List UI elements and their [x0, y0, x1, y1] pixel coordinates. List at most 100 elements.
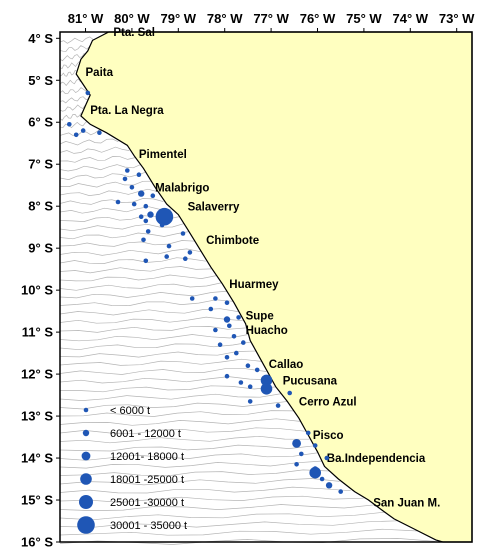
legend-label: 12001- 18000 t: [110, 451, 184, 463]
lat-tick-label: 6° S: [28, 115, 53, 130]
catch-point: [213, 296, 218, 301]
catch-point: [287, 390, 293, 396]
place-label: Ba.Independencia: [327, 453, 426, 465]
catch-point: [143, 258, 149, 264]
lat-tick-label: 14° S: [21, 451, 53, 466]
depth-contour-line: [59, 163, 142, 172]
catch-point: [247, 399, 253, 404]
place-label: Malabrigo: [155, 183, 209, 195]
place-label: Chimbote: [206, 235, 259, 247]
lon-tick-label: 76° W: [300, 11, 336, 26]
catch-point: [122, 176, 128, 182]
catch-point: [292, 439, 301, 448]
legend-label: 25001 -30000 t: [110, 497, 184, 509]
catch-point: [338, 489, 344, 494]
depth-contour-line: [59, 52, 85, 62]
catch-point: [325, 482, 333, 489]
depth-contour-line: [59, 240, 196, 247]
legend-symbol: [80, 473, 92, 485]
lat-tick-label: 12° S: [21, 367, 53, 382]
place-label: Cerro Azul: [299, 397, 357, 409]
catch-point: [143, 203, 149, 209]
catch-point: [131, 201, 137, 207]
lat-tick-label: 9° S: [28, 241, 53, 256]
catch-point: [97, 130, 102, 135]
depth-contour-line: [59, 504, 376, 511]
place-label: Pta. La Negra: [90, 105, 164, 117]
catch-point: [245, 363, 251, 369]
catch-point: [138, 190, 145, 197]
catch-point: [294, 462, 299, 467]
catch-point: [180, 231, 186, 236]
legend-symbol: [77, 516, 95, 534]
catch-point: [141, 237, 146, 243]
depth-contour-line: [59, 180, 153, 188]
depth-contour-line: [59, 418, 301, 426]
place-label: San Juan M.: [373, 497, 440, 509]
depth-contour-line: [59, 146, 130, 154]
legend-symbol: [83, 407, 89, 413]
depth-contour-line: [59, 435, 310, 444]
catch-point: [129, 185, 135, 190]
depth-contour-line: [59, 495, 364, 503]
catch-point: [324, 455, 330, 461]
depth-contour-line: [59, 460, 323, 469]
catch-point: [309, 466, 322, 479]
depth-contour-line: [59, 87, 87, 94]
catch-point: [217, 342, 223, 348]
catch-point: [73, 132, 79, 138]
depth-contour-line: [59, 444, 315, 452]
catch-point: [254, 367, 260, 373]
catch-point: [305, 430, 311, 436]
depth-contour-line: [59, 222, 185, 232]
catch-point: [143, 218, 149, 224]
place-label: Supe: [246, 311, 274, 323]
catch-point: [260, 374, 273, 387]
depth-contour-line: [59, 528, 419, 536]
depth-contour-line: [59, 36, 98, 44]
catch-point: [138, 214, 144, 219]
catch-point: [247, 384, 253, 390]
legend-label: 18001 -25000 t: [110, 474, 184, 486]
catch-point: [319, 476, 325, 482]
catch-point: [213, 327, 218, 333]
depth-contour-line: [59, 138, 119, 146]
depth-contour-line: [59, 266, 212, 274]
catch-point: [136, 172, 142, 177]
lat-tick-label: 10° S: [21, 283, 53, 298]
depth-contour-line: [59, 78, 81, 87]
catch-point: [187, 250, 193, 255]
depth-contour-line: [59, 45, 91, 52]
lat-tick-label: 8° S: [28, 199, 53, 214]
depth-contour-line: [59, 350, 257, 358]
lat-tick-label: 5° S: [28, 73, 53, 88]
catch-point: [80, 128, 86, 133]
depth-contour-line: [59, 376, 271, 384]
lon-tick-label: 74° W: [393, 11, 429, 26]
catch-point: [299, 451, 304, 457]
lat-tick-label: 7° S: [28, 157, 53, 172]
depth-contour-line: [59, 469, 331, 477]
depth-contour-line: [59, 326, 247, 333]
catch-point: [312, 443, 318, 448]
map-frame: [59, 31, 473, 543]
catch-point: [224, 355, 230, 360]
catch-point: [236, 315, 241, 320]
depth-contour-line: [59, 61, 80, 70]
catch-point: [115, 199, 121, 205]
depth-contour-line: [59, 393, 283, 401]
catch-point: [150, 193, 156, 198]
place-label: Huarmey: [229, 279, 279, 291]
depth-contour-line: [59, 231, 191, 240]
lon-tick-label: 77° W: [253, 11, 289, 26]
catch-point: [159, 222, 165, 228]
lat-tick-label: 13° S: [21, 409, 53, 424]
legend-symbol: [81, 451, 91, 461]
depth-contour-line: [59, 274, 218, 282]
catch-point: [275, 403, 281, 408]
catch-point: [183, 256, 188, 262]
place-label: Huacho: [246, 325, 288, 337]
depth-contour-line: [59, 248, 201, 256]
depth-contour-line: [59, 171, 148, 180]
place-label: Pimentel: [139, 149, 187, 161]
